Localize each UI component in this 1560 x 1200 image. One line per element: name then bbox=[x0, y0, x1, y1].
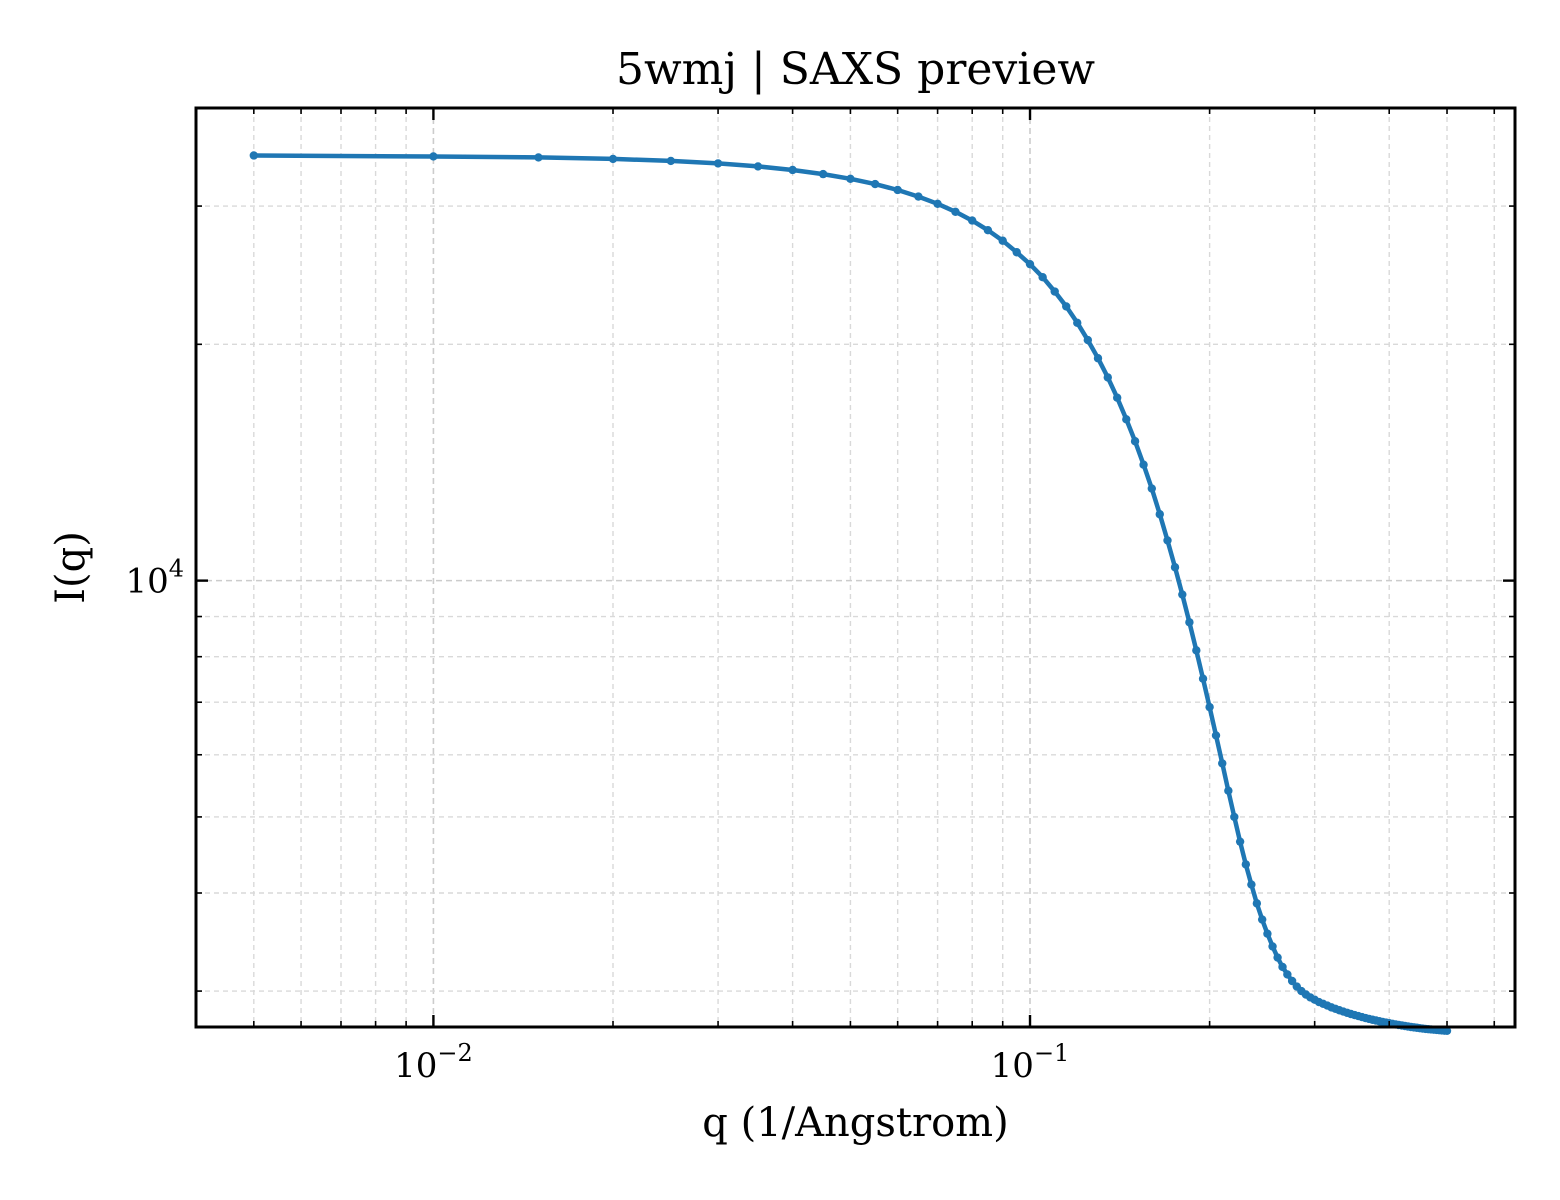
data-point bbox=[667, 157, 675, 165]
data-point bbox=[1148, 484, 1156, 492]
data-point bbox=[1258, 915, 1266, 923]
data-point bbox=[1084, 336, 1092, 344]
x-axis-label: q (1/Angstrom) bbox=[702, 1100, 1008, 1146]
data-point bbox=[1094, 354, 1102, 362]
data-point bbox=[1122, 415, 1130, 423]
data-point bbox=[1163, 536, 1171, 544]
y-tick-label: 104 bbox=[125, 555, 184, 602]
axis-ticks bbox=[196, 108, 1515, 1027]
data-point bbox=[1268, 942, 1276, 950]
data-point bbox=[1139, 460, 1147, 468]
data-point bbox=[429, 152, 437, 160]
data-point bbox=[819, 170, 827, 178]
x-tick-label: 10−1 bbox=[991, 1039, 1070, 1086]
data-point bbox=[1026, 260, 1034, 268]
data-point bbox=[1273, 953, 1281, 961]
axes-frame bbox=[196, 108, 1515, 1027]
data-point bbox=[1205, 703, 1213, 711]
data-point bbox=[1113, 394, 1121, 402]
data-point bbox=[933, 200, 941, 208]
data-point bbox=[1156, 510, 1164, 518]
data-point bbox=[1192, 646, 1200, 654]
data-point bbox=[1062, 302, 1070, 310]
data-point bbox=[788, 166, 796, 174]
data-point bbox=[871, 180, 879, 188]
data-point bbox=[914, 192, 922, 200]
data-point bbox=[1236, 837, 1244, 845]
data-point bbox=[984, 226, 992, 234]
data-point bbox=[968, 216, 976, 224]
tick-labels: 10−2 10−1 104 bbox=[125, 555, 1069, 1086]
data-point bbox=[1104, 373, 1112, 381]
data-point bbox=[1230, 813, 1238, 821]
data-point bbox=[1185, 618, 1193, 626]
data-point bbox=[1038, 273, 1046, 281]
data-point bbox=[1178, 590, 1186, 598]
data-point bbox=[1013, 248, 1021, 256]
data-point bbox=[1218, 759, 1226, 767]
data-point bbox=[1073, 319, 1081, 327]
chart-title: 5wmj | SAXS preview bbox=[616, 44, 1095, 95]
data-point bbox=[1131, 437, 1139, 445]
data-point bbox=[1263, 929, 1271, 937]
y-axis-label: I(q) bbox=[48, 531, 94, 604]
data-point bbox=[1051, 287, 1059, 295]
data-point bbox=[250, 151, 258, 159]
data-point bbox=[1278, 963, 1286, 971]
data-point bbox=[1199, 674, 1207, 682]
data-point bbox=[951, 208, 959, 216]
data-point bbox=[609, 155, 617, 163]
data-point bbox=[1224, 786, 1232, 794]
data-point bbox=[1253, 899, 1261, 907]
data-point bbox=[1212, 731, 1220, 739]
data-point bbox=[1242, 860, 1250, 868]
data-point bbox=[999, 237, 1007, 245]
data-point bbox=[714, 159, 722, 167]
data-point bbox=[1247, 880, 1255, 888]
data-point bbox=[1171, 563, 1179, 571]
data-point bbox=[754, 162, 762, 170]
data-point bbox=[893, 186, 901, 194]
data-point bbox=[846, 175, 854, 183]
data-point bbox=[534, 153, 542, 161]
x-tick-label: 10−2 bbox=[394, 1039, 473, 1086]
grid-lines bbox=[196, 108, 1515, 1027]
